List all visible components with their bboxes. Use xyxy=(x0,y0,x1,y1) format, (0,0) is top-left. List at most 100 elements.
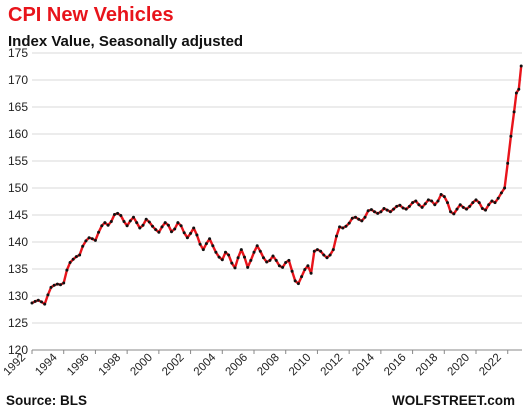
data-point xyxy=(423,202,427,206)
y-tick-label: 155 xyxy=(8,154,28,168)
data-point xyxy=(40,300,43,304)
y-tick-label: 135 xyxy=(8,262,28,276)
data-point xyxy=(246,265,250,269)
data-point xyxy=(281,265,285,269)
data-point xyxy=(68,261,72,264)
data-point xyxy=(185,236,189,240)
data-point xyxy=(404,207,408,211)
x-tick-label: 2000 xyxy=(128,352,155,379)
data-point xyxy=(52,283,56,287)
data-point xyxy=(138,226,142,230)
chart-title: CPI New Vehicles xyxy=(8,4,174,26)
data-point xyxy=(430,199,434,203)
data-point xyxy=(315,248,319,252)
x-tick-label: 2022 xyxy=(477,352,504,379)
data-point xyxy=(166,223,170,227)
y-tick-label: 160 xyxy=(8,127,28,141)
data-point xyxy=(398,203,402,207)
data-point xyxy=(293,279,297,283)
data-point xyxy=(236,256,240,260)
data-point xyxy=(284,261,288,264)
data-point xyxy=(363,215,367,219)
data-point xyxy=(65,268,69,272)
data-point xyxy=(103,221,107,225)
data-point xyxy=(354,215,357,219)
data-point xyxy=(122,220,126,223)
data-point xyxy=(517,87,521,91)
data-point xyxy=(312,249,316,253)
data-point xyxy=(119,214,123,217)
x-tick-label: 1994 xyxy=(33,351,60,378)
data-point xyxy=(401,206,405,210)
data-point xyxy=(376,211,380,215)
data-point xyxy=(224,250,227,254)
y-axis-ticks: 120 125 130 135 140 145 150 155 160 165 170 175 xyxy=(8,46,28,357)
data-point xyxy=(217,255,221,259)
data-point xyxy=(455,207,459,211)
data-point xyxy=(100,224,104,228)
data-point xyxy=(211,244,215,248)
data-point xyxy=(252,250,256,254)
data-point xyxy=(468,204,472,208)
data-point xyxy=(208,237,212,241)
data-point xyxy=(59,283,62,287)
data-point xyxy=(144,217,148,221)
data-point xyxy=(509,134,513,138)
data-point xyxy=(395,204,399,208)
source-label: Source: BLS xyxy=(6,393,88,408)
data-point xyxy=(262,256,265,260)
x-tick-label: 2020 xyxy=(446,352,473,379)
data-point xyxy=(350,216,354,220)
data-point xyxy=(366,209,370,213)
data-point xyxy=(201,248,205,252)
data-point xyxy=(189,231,193,235)
data-point xyxy=(309,271,313,275)
data-point xyxy=(433,203,437,207)
x-tick-label: 2012 xyxy=(319,352,346,379)
data-point xyxy=(360,219,364,223)
chart-subtitle: Index Value, Seasonally adjusted xyxy=(8,33,244,50)
x-tick-label: 2006 xyxy=(224,352,251,379)
data-point xyxy=(93,238,97,242)
y-tick-label: 130 xyxy=(8,289,28,303)
x-tick-label: 2008 xyxy=(255,352,282,379)
data-point xyxy=(446,201,449,205)
data-point xyxy=(71,257,75,261)
data-point xyxy=(30,301,34,305)
data-point xyxy=(33,299,37,303)
data-point xyxy=(90,237,94,241)
data-point xyxy=(230,261,234,265)
data-point xyxy=(173,227,177,231)
data-point xyxy=(243,255,246,259)
data-point xyxy=(274,258,278,262)
data-point xyxy=(151,224,154,228)
data-point xyxy=(439,193,443,196)
data-point xyxy=(420,205,424,209)
data-point xyxy=(461,205,465,209)
brand-label[interactable]: WOLFSTREET.com xyxy=(391,393,515,408)
x-tick-label: 2016 xyxy=(382,352,409,379)
data-point xyxy=(480,207,484,210)
data-point xyxy=(249,258,253,262)
gridlines xyxy=(32,52,522,324)
data-point xyxy=(496,196,500,200)
data-point xyxy=(499,191,503,195)
data-point xyxy=(414,199,418,203)
data-point xyxy=(97,230,101,234)
y-tick-label: 125 xyxy=(8,316,28,330)
data-point xyxy=(106,223,110,227)
data-point xyxy=(303,268,307,271)
y-tick-label: 120 xyxy=(8,343,28,357)
data-point xyxy=(519,64,523,68)
data-point xyxy=(160,225,164,229)
data-point xyxy=(369,208,373,212)
data-point xyxy=(109,220,113,223)
data-point xyxy=(78,253,82,257)
data-point xyxy=(506,161,510,165)
x-tick-label: 2014 xyxy=(350,351,377,378)
data-point xyxy=(392,207,396,211)
data-point xyxy=(487,203,491,207)
series-line xyxy=(31,65,523,306)
data-point xyxy=(325,256,329,260)
